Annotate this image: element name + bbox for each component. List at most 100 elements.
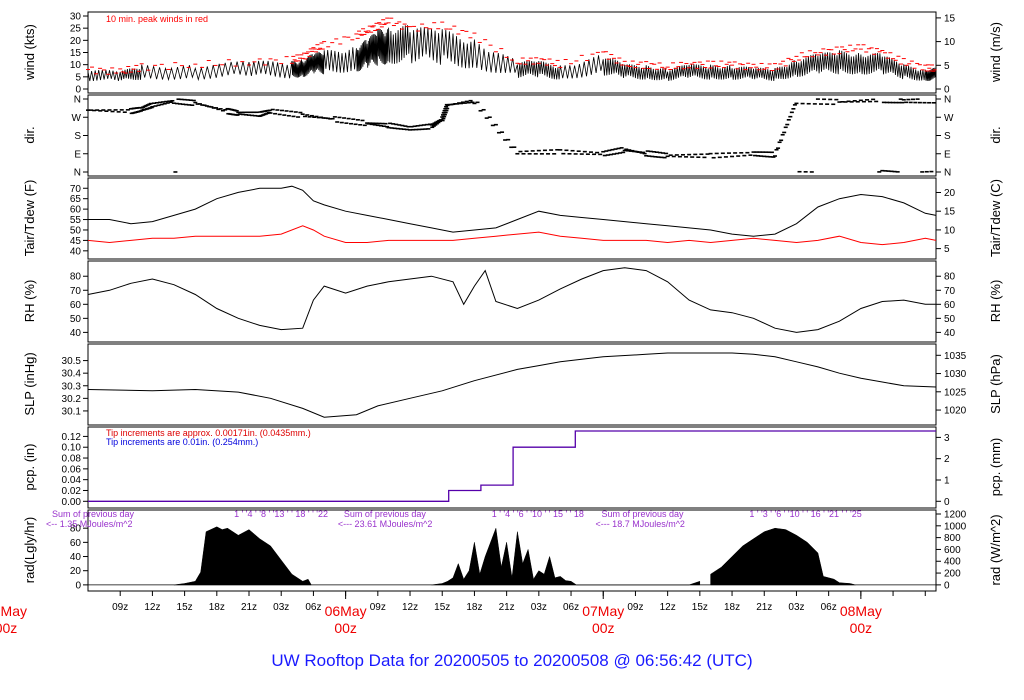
wind-ytick2-label: 0 [944, 85, 950, 96]
wind-ylabel: wind (kts) [22, 24, 37, 81]
rad-ytick-label: 20 [70, 566, 82, 577]
temp-ytick2-label: 20 [944, 188, 956, 199]
x-tick-label: 21z [499, 602, 515, 613]
x-tick-label: 18z [724, 602, 740, 613]
rh-ytick-label: 70 [70, 286, 82, 297]
slp-ytick-label: 30.1 [62, 406, 82, 417]
rh-ytick2-label: 70 [944, 286, 956, 297]
dir-ytick-label: S [74, 131, 81, 142]
temp-ytick2-label: 15 [944, 207, 956, 218]
radiation-notes: Sum of previous day<-- 1.35 MJoules/m^2S… [46, 509, 862, 529]
rad-ytick-label: 40 [70, 552, 82, 563]
rad-day-area-1 [173, 526, 312, 586]
slp-ylabel: SLP (inHg) [22, 352, 37, 415]
temp-ytick2-label: 5 [944, 244, 950, 255]
pcp-ytick-label: 0.00 [62, 497, 82, 508]
x-tick-label: 12z [144, 602, 160, 613]
rad-ytick2-label: 1200 [944, 510, 967, 521]
x-tick-label: 15z [434, 602, 450, 613]
x-tick-label: 21z [241, 602, 257, 613]
data-series [86, 17, 937, 586]
wind-ytick-label: 25 [70, 24, 82, 35]
rh-ylabel: RH (%) [22, 280, 37, 323]
dir-ytick-label: N [74, 168, 81, 179]
x-tick-label: 09z [370, 602, 386, 613]
wind-series-wind [87, 25, 936, 82]
rad-daily-sum-value: <--- 18.7 MJoules/m^2 [595, 519, 685, 529]
wind-ylabel2: wind (m/s) [988, 22, 1003, 83]
annotations: 10 min. peak winds in red Tip increments… [106, 14, 311, 447]
temp-ylabel2: Tair/Tdew (C) [988, 179, 1003, 257]
x-tick-label: 06z [821, 602, 837, 613]
pcp-ytick-label: 0.06 [62, 464, 82, 475]
pcp-ylabel2: pcp. (mm) [988, 438, 1003, 497]
x-tick-label: 03z [788, 602, 804, 613]
temp-ytick-label: 65 [70, 194, 82, 205]
temp-ytick-label: 60 [70, 205, 82, 216]
pcp-note-blue: Tip increments are 0.01in. (0.254mm.) [106, 437, 258, 447]
dir-ytick-label: N [74, 95, 81, 106]
rh-ytick2-label: 40 [944, 328, 956, 339]
slp-ytick-label: 30.3 [62, 381, 82, 392]
wind-note: 10 min. peak winds in red [106, 14, 208, 24]
slp-ytick-label: 30.5 [62, 356, 82, 367]
rad-hour-marks: 1 ' '4 ' '8 ' '13 ' ' 18 ' ' '22 [234, 509, 328, 519]
rad-daily-sum-label: Sum of previous day [601, 509, 684, 519]
dir-ytick-label: E [74, 149, 81, 160]
pcp-ytick-label: 0.02 [62, 486, 82, 497]
rad-hour-marks: 1 ' '3 ' '6 ' '10 ' ' 16 ' '21 ' ' '25 [749, 509, 861, 519]
rh-panel-frame [87, 260, 937, 343]
rad-daily-sum-value: <-- 1.35 MJoules/m^2 [46, 519, 133, 529]
dir-ylabel2: dir. [988, 126, 1003, 143]
wind-ytick-label: 10 [70, 60, 82, 71]
temp-panel-frame [87, 177, 937, 260]
x-tick-label: 12z [402, 602, 418, 613]
pcp-panel-frame [87, 426, 937, 509]
wind-ytick2-label: 5 [944, 61, 950, 72]
x-tick-label: 03z [531, 602, 547, 613]
day-label-date: 08May [840, 603, 882, 619]
rad-ytick-label: 60 [70, 538, 82, 549]
dir-ylabel: dir. [22, 126, 37, 143]
rad-ytick-label: 0 [75, 580, 81, 591]
dir-ytick2-label: S [944, 131, 951, 142]
rad-ylabel: rad(Lgly/hr) [22, 517, 37, 583]
temp-ytick-label: 50 [70, 225, 82, 236]
wind-ytick-label: 0 [75, 85, 81, 96]
wind-ytick-label: 30 [70, 12, 82, 23]
rad-hour-marks: 1 ' '4 ' '6 ' '10 ' ' 15 ' ' 18 [492, 509, 584, 519]
x-tick-label: 09z [627, 602, 643, 613]
wind-ytick-label: 15 [70, 48, 82, 59]
slp-ytick-label: 30.4 [62, 369, 82, 380]
temp-ytick-label: 55 [70, 215, 82, 226]
rh-ytick-label: 60 [70, 300, 82, 311]
temp-ylabel: Tair/Tdew (F) [22, 180, 37, 257]
pcp-ytick-label: 0.08 [62, 454, 82, 465]
wind-ytick2-label: 10 [944, 37, 956, 48]
day-label-time: 00z [592, 620, 615, 636]
temp-series-tdew [87, 225, 937, 246]
rh-ytick-label: 40 [70, 328, 82, 339]
rad-daily-sum-label: Sum of previous day [52, 509, 135, 519]
x-tick-label: 03z [273, 602, 289, 613]
temp-ytick-label: 45 [70, 236, 82, 247]
slp-ytick2-label: 1025 [944, 387, 967, 398]
day-label-time: 00z [850, 620, 873, 636]
rad-ylabel2: rad (W/m^2) [988, 514, 1003, 585]
pcp-ytick2-label: 0 [944, 497, 950, 508]
rad-panel-frame [87, 509, 937, 592]
rad-ytick2-label: 800 [944, 533, 961, 544]
slp-series-slp [87, 352, 937, 418]
day-label-date: 06May [325, 603, 367, 619]
slp-ytick2-label: 1035 [944, 351, 967, 362]
day-label-date-partial: 05May [0, 603, 27, 619]
rad-daily-sum-label: Sum of previous day [344, 509, 427, 519]
x-tick-label: 18z [209, 602, 225, 613]
temp-ytick-label: 70 [70, 184, 82, 195]
rh-ytick-label: 50 [70, 314, 82, 325]
day-label-time: 00z [334, 620, 357, 636]
temp-ytick-label: 40 [70, 246, 82, 257]
x-tick-label: 12z [660, 602, 676, 613]
